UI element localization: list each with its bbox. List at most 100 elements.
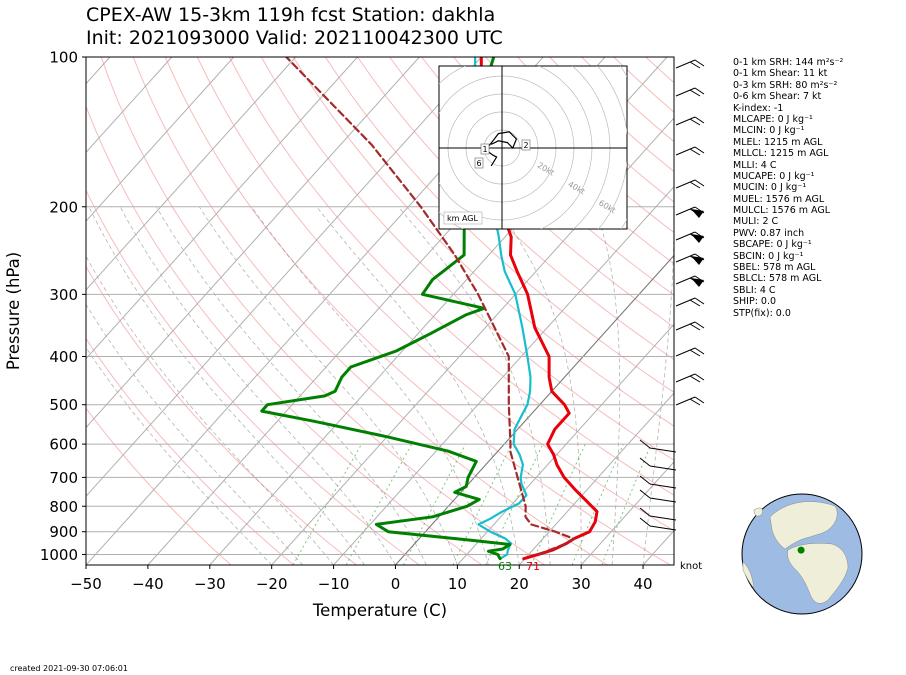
mixing-ratio-line	[601, 443, 652, 565]
wind-barb-shaft	[675, 59, 696, 69]
sounding-index-line: MLEL: 1215 m AGL	[733, 136, 823, 148]
y-tick-label: 200	[49, 198, 78, 216]
mixing-ratio-line	[452, 443, 513, 565]
hodograph-trace	[484, 131, 518, 167]
x-tick-label: −40	[132, 575, 164, 593]
y-tick-label: 300	[49, 286, 78, 304]
wind-barb-feather	[694, 59, 705, 67]
wind-barb-flag	[691, 209, 704, 218]
wind-barb-feather	[694, 373, 705, 381]
dry-adiabat	[421, 57, 674, 296]
wind-barb-shaft	[675, 396, 696, 406]
sounding-index-line: 0-6 km Shear: 7 kt	[733, 91, 822, 103]
moist-adiabat	[316, 206, 520, 565]
y-tick-label: 700	[49, 469, 78, 487]
dry-adiabat	[100, 57, 546, 565]
chart-title-line1: CPEX-AW 15-3km 119h fcst Station: dakhla	[86, 4, 496, 26]
y-tick-label: 1000	[40, 546, 78, 564]
hodograph-label-box	[521, 139, 531, 151]
sounding-index-line: 0-3 km SRH: 80 m²s⁻²	[733, 79, 838, 91]
globe-land-europe	[769, 501, 838, 550]
sounding-index-line: MLLCL: 1215 m AGL	[733, 148, 829, 160]
wind-barb-flag	[691, 256, 704, 265]
sounding-index-line: MUEL: 1576 m AGL	[733, 193, 825, 205]
dry-adiabat	[453, 57, 674, 265]
wind-barb-shaft	[675, 275, 696, 285]
wind-barb-shaft	[649, 447, 677, 453]
wind-barb-feather	[694, 347, 705, 355]
dry-adiabat	[86, 104, 483, 565]
y-tick-label: 500	[49, 396, 78, 414]
dry-adiabat	[260, 57, 674, 461]
sounding-index-line: SHIP: 0.0	[733, 296, 777, 308]
wind-barb-shaft	[649, 465, 677, 471]
wind-barb-feather	[694, 297, 705, 305]
wind-barb-shaft	[675, 87, 696, 97]
wind-barb-feather	[694, 179, 705, 187]
moist-adiabat	[119, 206, 396, 565]
y-tick-label: 800	[49, 498, 78, 516]
wind-barb-shaft	[649, 515, 677, 521]
x-axis-label: Temperature (C)	[312, 601, 447, 620]
sounding-index-line: 0-1 km SRH: 144 m²s⁻²	[733, 57, 844, 68]
mixing-ratio-line	[571, 443, 624, 565]
isotherm	[456, 323, 674, 565]
dry-adiabat	[228, 57, 674, 496]
wind-barb-feather	[694, 321, 705, 329]
moist-adiabat	[86, 346, 272, 565]
sounding-index-line: SBEL: 578 m AGL	[733, 262, 816, 274]
sounding-index-line: PWV: 0.87 inch	[733, 227, 805, 239]
wind-units-label: knot	[680, 561, 702, 572]
sounding-index-line: STP(fix): 0.0	[733, 307, 791, 319]
sounding-index-line: MULI: 2 C	[733, 216, 779, 228]
wind-barb-feather	[689, 398, 701, 406]
isotherm	[333, 186, 674, 565]
wind-barb-shaft	[675, 347, 696, 357]
wind-barb-shaft	[675, 231, 696, 241]
wind-barb-shaft	[675, 206, 696, 216]
dry-adiabat	[86, 265, 357, 565]
globe-land-africa	[787, 543, 849, 604]
wind-barb-feather	[689, 181, 701, 189]
wind-barb-feather	[639, 517, 651, 527]
chart-title-line2: Init: 2021093000 Valid: 202110042300 UTC	[86, 27, 503, 49]
surface-temperature-label: 71	[526, 560, 540, 573]
zero-isotherm	[395, 254, 674, 565]
y-tick-label: 100	[49, 49, 78, 67]
moist-adiabat	[642, 206, 674, 565]
moist-adiabat	[594, 206, 621, 565]
station-location-dot	[797, 546, 805, 554]
sounding-index-line: SBLCL: 578 m AGL	[733, 273, 822, 285]
sounding-index-line: K-index: -1	[733, 102, 784, 114]
sounding-index-line: SBCIN: 0 J kg⁻¹	[733, 250, 804, 262]
hodograph-label-box	[474, 157, 484, 169]
wind-barb-feather	[689, 299, 701, 307]
wind-barb-flag	[691, 234, 704, 243]
parcel-path-line	[285, 57, 575, 556]
isotherm	[271, 117, 674, 565]
moist-adiabat	[86, 303, 303, 565]
dry-adiabat	[86, 407, 232, 565]
sounding-index-line: MLLI: 4 C	[733, 159, 777, 171]
wind-barb-shaft	[649, 483, 677, 489]
wind-barb-feather	[689, 323, 701, 331]
sounding-index-line: MLCIN: 0 J kg⁻¹	[733, 125, 805, 137]
hodograph-height-label: 6	[476, 159, 481, 168]
y-tick-label: 600	[49, 436, 78, 454]
isotherm	[518, 392, 674, 565]
dry-adiabat	[292, 57, 674, 427]
isotherm	[86, 57, 235, 222]
isotherm	[580, 461, 674, 565]
y-tick-label: 900	[49, 523, 78, 541]
x-tick-label: 0	[391, 575, 401, 593]
mixing-ratio-line	[530, 443, 586, 565]
x-tick-label: −50	[70, 575, 102, 593]
wind-barb-feather	[694, 396, 705, 404]
wind-barb-shaft	[675, 116, 696, 126]
hodograph-label-box	[480, 143, 490, 155]
wind-barb-shaft	[675, 179, 696, 189]
sounding-index-line: 0-1 km Shear: 11 kt	[733, 68, 828, 80]
wind-barb-feather	[694, 87, 705, 95]
